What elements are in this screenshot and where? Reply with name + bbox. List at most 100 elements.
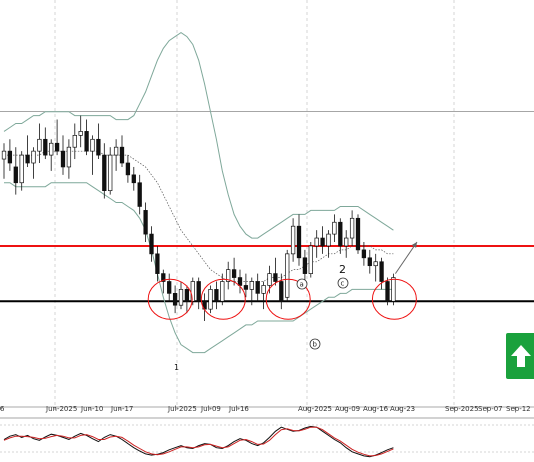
bear-candle — [131, 174, 136, 184]
point-b-marker — [309, 338, 321, 350]
date-tick-label: Aug-16 — [363, 405, 389, 413]
bear-candle — [320, 237, 325, 247]
bear-candle — [13, 166, 18, 184]
bear-candle — [43, 138, 48, 156]
bull-candle — [290, 225, 296, 255]
projection-arrow-line — [394, 241, 418, 274]
bull-candle — [178, 289, 184, 306]
date-tick-label: Jun-2025 — [45, 405, 77, 413]
bear-candle — [96, 138, 101, 156]
bull-candle — [66, 146, 72, 168]
bear-candle — [255, 281, 260, 294]
bull-candle — [220, 281, 225, 302]
point-b-label: b — [313, 341, 318, 349]
bull-candle — [78, 131, 83, 136]
bear-candle — [184, 289, 190, 302]
bull-candle — [226, 269, 231, 282]
bear-candle — [7, 150, 13, 164]
bull-candle — [308, 245, 313, 274]
bull-candle — [72, 135, 77, 148]
bear-candle — [196, 281, 201, 302]
bear-candle — [355, 217, 361, 251]
bull-candle — [19, 154, 24, 184]
point-a-label: a — [300, 281, 304, 289]
bear-candle — [367, 257, 372, 267]
bear-candle — [161, 273, 166, 282]
bear-candle — [279, 281, 284, 302]
bull-candle — [332, 221, 337, 235]
bollinger-upper-band — [3, 31, 394, 239]
stochastic-panel — [0, 417, 534, 458]
vertical-grid — [54, 0, 455, 407]
projection-arrow — [394, 241, 418, 274]
bull-candle — [1, 150, 7, 160]
date-tick-label: Sep-12 — [506, 405, 531, 413]
bear-candle — [379, 261, 384, 282]
bear-candle — [273, 273, 278, 282]
support-touch-ellipse — [200, 278, 246, 320]
bear-candle — [214, 289, 219, 302]
bear-candle — [54, 142, 60, 152]
bull-candle — [31, 150, 36, 164]
bull-candle — [285, 253, 290, 298]
bull-candle — [37, 138, 42, 152]
bear-candle — [125, 162, 131, 176]
bull-candle — [344, 237, 349, 247]
date-tick-label: Jul-16 — [228, 405, 249, 413]
point-a-marker — [296, 278, 308, 290]
bull-candle — [326, 233, 331, 247]
bear-candle — [172, 293, 178, 306]
bear-candle — [25, 154, 30, 164]
bull-candle — [190, 281, 195, 302]
bear-candle — [143, 210, 148, 235]
up-arrow-icon — [511, 345, 531, 367]
buy-signal-box[interactable] — [506, 333, 534, 379]
support-touch-ellipse — [147, 278, 193, 320]
bull-candle — [49, 142, 54, 156]
bear-candle — [302, 257, 308, 274]
stochastic-signal-line — [3, 426, 394, 457]
date-tick-label: Jul-09 — [200, 405, 221, 413]
bull-candle — [113, 146, 119, 156]
date-tick-label: Aug-23 — [390, 405, 415, 413]
date-tick-label: Jun-10 — [80, 405, 103, 413]
bear-candle — [167, 281, 172, 294]
bollinger-lower-band — [4, 182, 394, 354]
support-ellipses — [147, 278, 417, 320]
wave-two-label: 2 — [339, 263, 346, 276]
stochastic-lines — [3, 425, 394, 458]
projection-arrow-head — [411, 242, 417, 248]
bull-candle — [349, 217, 355, 239]
support-touch-ellipse — [265, 278, 311, 320]
date-tick-label: Jun-17 — [110, 405, 133, 413]
bear-candle — [338, 221, 343, 247]
stochastic-main-line — [3, 425, 394, 458]
bull-candle — [208, 289, 213, 310]
bear-candle — [149, 233, 154, 255]
wave-markers: 2 1 a c b — [174, 263, 349, 372]
bear-candle — [243, 285, 249, 290]
point-c-marker — [337, 277, 349, 289]
date-tick-label: Aug-2025 — [298, 405, 332, 413]
bear-candle — [137, 182, 142, 207]
bull-candle — [249, 281, 254, 290]
point-c-label: c — [341, 280, 345, 288]
bear-candle — [231, 269, 237, 278]
date-axis: 6 Jun-2025 Jun-10 Jun-17 Jul-2025 Jul-09 Jul-1… — [0, 405, 534, 413]
bear-candle — [119, 146, 125, 164]
bull-candle — [267, 273, 272, 286]
bear-candle — [102, 154, 107, 192]
bear-candle — [237, 277, 243, 286]
date-tick-label: 6 — [0, 405, 5, 413]
bull-candle — [314, 237, 319, 247]
bear-candle — [60, 150, 66, 168]
bear-candle — [155, 253, 160, 274]
date-tick-label: Sep-07 — [478, 405, 503, 413]
candles — [1, 115, 396, 321]
bull-candle — [261, 285, 266, 294]
date-tick-label: Sep-2025 — [445, 405, 479, 413]
bull-candle — [391, 277, 396, 302]
bull-candle — [373, 261, 378, 267]
